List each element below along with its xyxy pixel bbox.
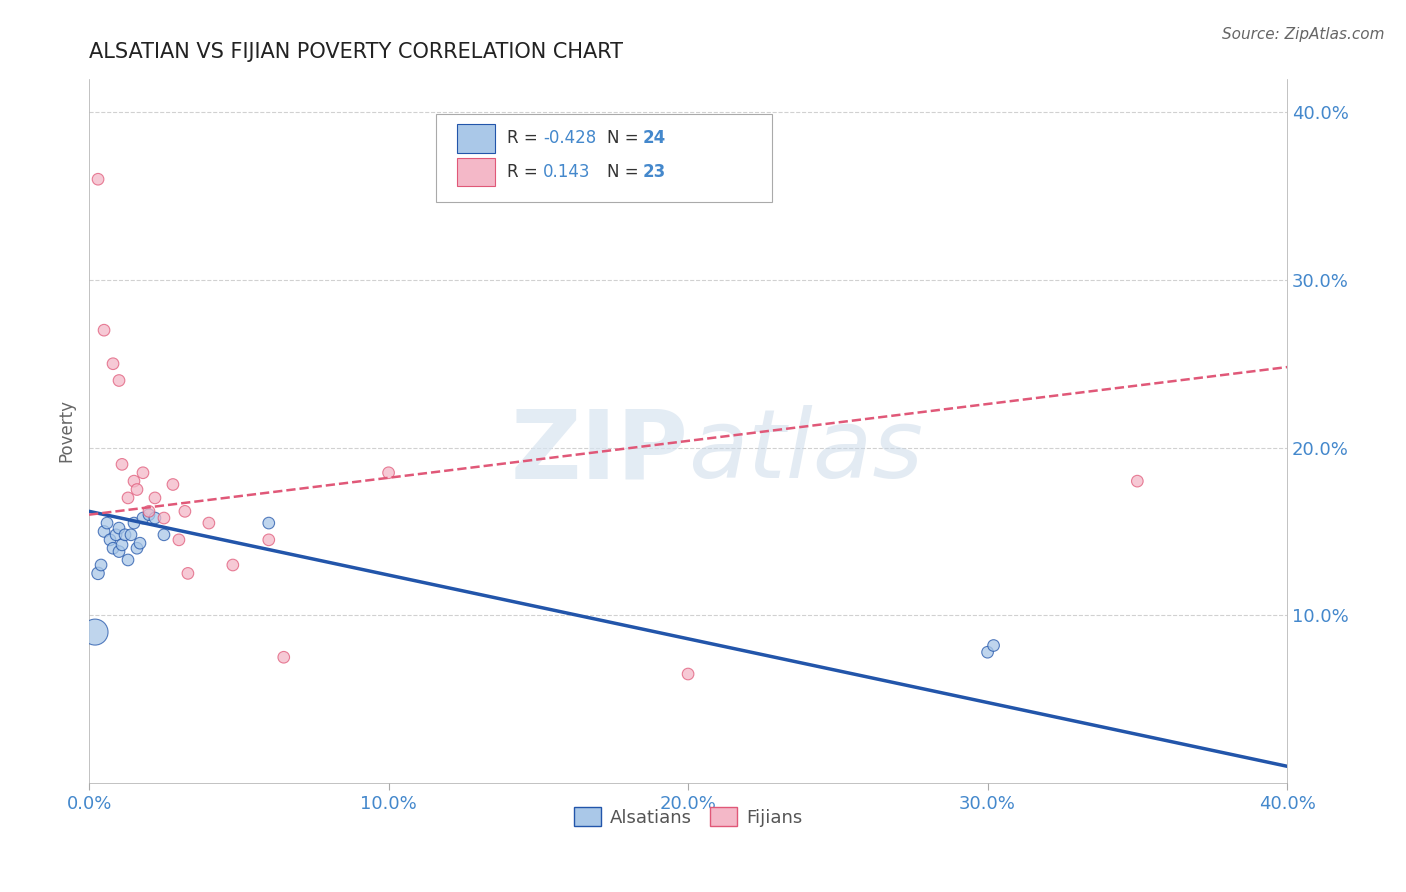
Point	[122, 516, 145, 530]
Bar	[457, 124, 495, 153]
Point	[117, 553, 139, 567]
Point	[96, 516, 118, 530]
Point	[153, 528, 176, 542]
Point	[129, 536, 152, 550]
Point	[132, 511, 155, 525]
Text: ZIP: ZIP	[510, 406, 688, 499]
Point	[1126, 474, 1149, 488]
Point	[976, 645, 998, 659]
Text: ALSATIAN VS FIJIAN POVERTY CORRELATION CHART: ALSATIAN VS FIJIAN POVERTY CORRELATION C…	[89, 42, 623, 62]
Point	[167, 533, 190, 547]
Point	[377, 466, 399, 480]
Point	[174, 504, 197, 518]
Bar	[457, 158, 495, 186]
Point	[125, 541, 148, 556]
Point	[111, 458, 134, 472]
Text: R =: R =	[508, 129, 543, 147]
Y-axis label: Poverty: Poverty	[58, 400, 75, 462]
Point	[257, 516, 280, 530]
Point	[108, 521, 131, 535]
Text: atlas: atlas	[688, 406, 924, 499]
Point	[138, 508, 160, 522]
Point	[177, 566, 200, 581]
Point	[125, 483, 148, 497]
Point	[87, 566, 110, 581]
Point	[90, 558, 112, 572]
Text: 23: 23	[643, 163, 666, 181]
Point	[198, 516, 221, 530]
Point	[105, 528, 128, 542]
Point	[273, 650, 295, 665]
Point	[138, 504, 160, 518]
Point	[257, 533, 280, 547]
Point	[162, 477, 184, 491]
Text: 0.143: 0.143	[543, 163, 591, 181]
Point	[143, 491, 166, 505]
Point	[101, 541, 124, 556]
Text: Source: ZipAtlas.com: Source: ZipAtlas.com	[1222, 27, 1385, 42]
Point	[111, 538, 134, 552]
Point	[676, 667, 699, 681]
Point	[93, 524, 115, 539]
Text: 24: 24	[643, 129, 666, 147]
Point	[101, 357, 124, 371]
Point	[108, 544, 131, 558]
Text: -0.428: -0.428	[543, 129, 596, 147]
Point	[122, 474, 145, 488]
Point	[117, 491, 139, 505]
Text: N =: N =	[606, 163, 644, 181]
Point	[114, 528, 136, 542]
Point	[120, 528, 142, 542]
Point	[983, 639, 1005, 653]
Point	[222, 558, 245, 572]
Legend: Alsatians, Fijians: Alsatians, Fijians	[567, 800, 810, 834]
Text: R =: R =	[508, 163, 548, 181]
Point	[93, 323, 115, 337]
Point	[143, 511, 166, 525]
FancyBboxPatch shape	[436, 114, 772, 202]
Point	[108, 374, 131, 388]
Text: N =: N =	[606, 129, 644, 147]
Point	[98, 533, 121, 547]
Point	[84, 625, 107, 640]
Point	[153, 511, 176, 525]
Point	[87, 172, 110, 186]
Point	[132, 466, 155, 480]
